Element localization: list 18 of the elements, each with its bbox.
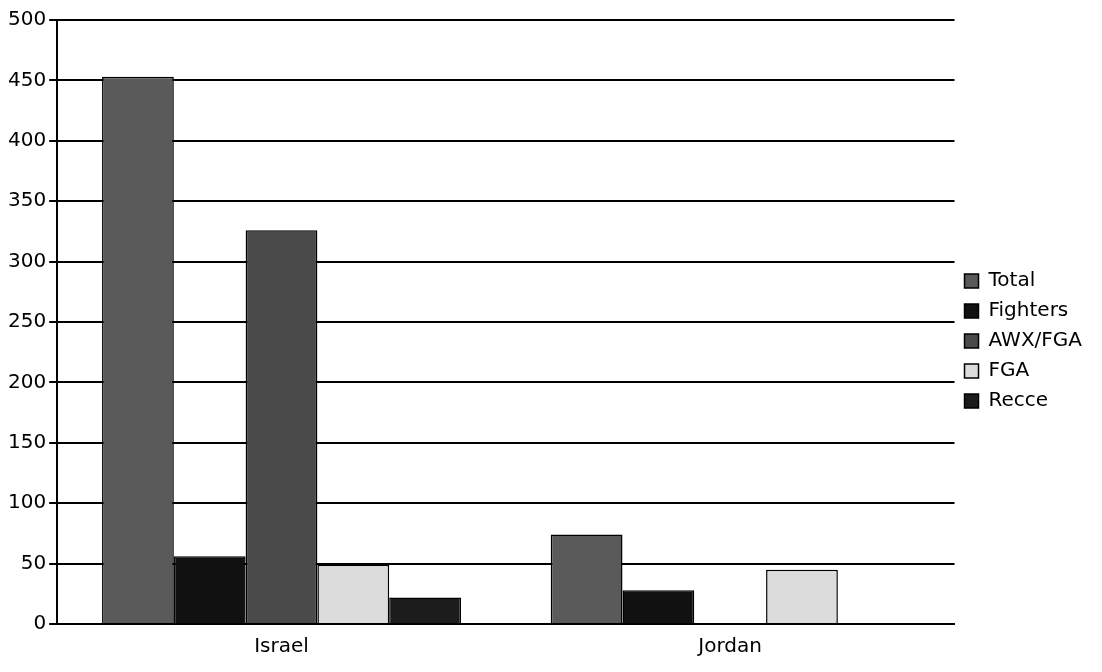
y-tick-label: 0 [33, 610, 47, 635]
y-tick-label: 300 [7, 247, 47, 272]
y-tick-label: 200 [7, 368, 47, 393]
legend-label: AWX/FGA [988, 327, 1083, 352]
y-tick-label: 150 [7, 429, 47, 453]
y-tick-label: 400 [7, 127, 47, 151]
y-tick-label: 250 [7, 308, 47, 333]
y-tick-label: 350 [7, 187, 47, 212]
x-tick-label: Israel [254, 633, 309, 658]
y-tick-label: 100 [7, 489, 47, 514]
y-tick-label: 450 [7, 66, 47, 91]
legend-label: Recce [988, 387, 1049, 412]
y-tick-label: 500 [7, 6, 47, 31]
legend-label: Fighters [988, 297, 1069, 322]
legend-label: FGA [988, 357, 1030, 382]
legend-label: Total [987, 267, 1036, 292]
y-tick-label: 50 [20, 549, 47, 574]
x-tick-label: Jordan [696, 633, 762, 658]
